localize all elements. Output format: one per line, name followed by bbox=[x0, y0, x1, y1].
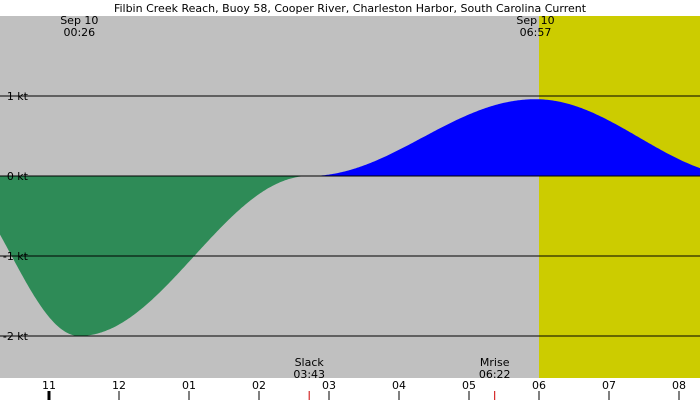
event-time-label: 06:22 bbox=[479, 368, 511, 381]
event-time-label: 06:57 bbox=[520, 26, 552, 39]
hour-tick-label: 07 bbox=[602, 379, 616, 392]
y-tick-label: 0 kt bbox=[7, 170, 29, 183]
daylight-band bbox=[539, 16, 700, 378]
y-tick-label: -1 kt bbox=[3, 250, 29, 263]
y-tick-label: 1 kt bbox=[7, 90, 29, 103]
hour-tick-label: 02 bbox=[252, 379, 266, 392]
event-name-label: Mrise bbox=[480, 356, 510, 369]
gridline-layer bbox=[0, 95, 700, 337]
hour-tick-label: 03 bbox=[322, 379, 336, 392]
event-time-label: 03:43 bbox=[293, 368, 325, 381]
hour-tick-label: 04 bbox=[392, 379, 406, 392]
hour-tick-label: 08 bbox=[672, 379, 686, 392]
flood-current-area bbox=[310, 99, 700, 176]
event-date-label: Sep 10 bbox=[516, 14, 554, 27]
hour-tick-label: 05 bbox=[462, 379, 476, 392]
event-name-label: Slack bbox=[295, 356, 325, 369]
event-date-label: Sep 10 bbox=[60, 14, 98, 27]
hour-tick-label: 11 bbox=[42, 379, 56, 392]
chart-title: Filbin Creek Reach, Buoy 58, Cooper Rive… bbox=[114, 2, 587, 15]
hour-tick-label: 06 bbox=[532, 379, 546, 392]
event-time-label: 00:26 bbox=[63, 26, 95, 39]
y-tick-label: -2 kt bbox=[3, 330, 29, 343]
hour-tick-label: 01 bbox=[182, 379, 196, 392]
hour-tick-label: 12 bbox=[112, 379, 126, 392]
